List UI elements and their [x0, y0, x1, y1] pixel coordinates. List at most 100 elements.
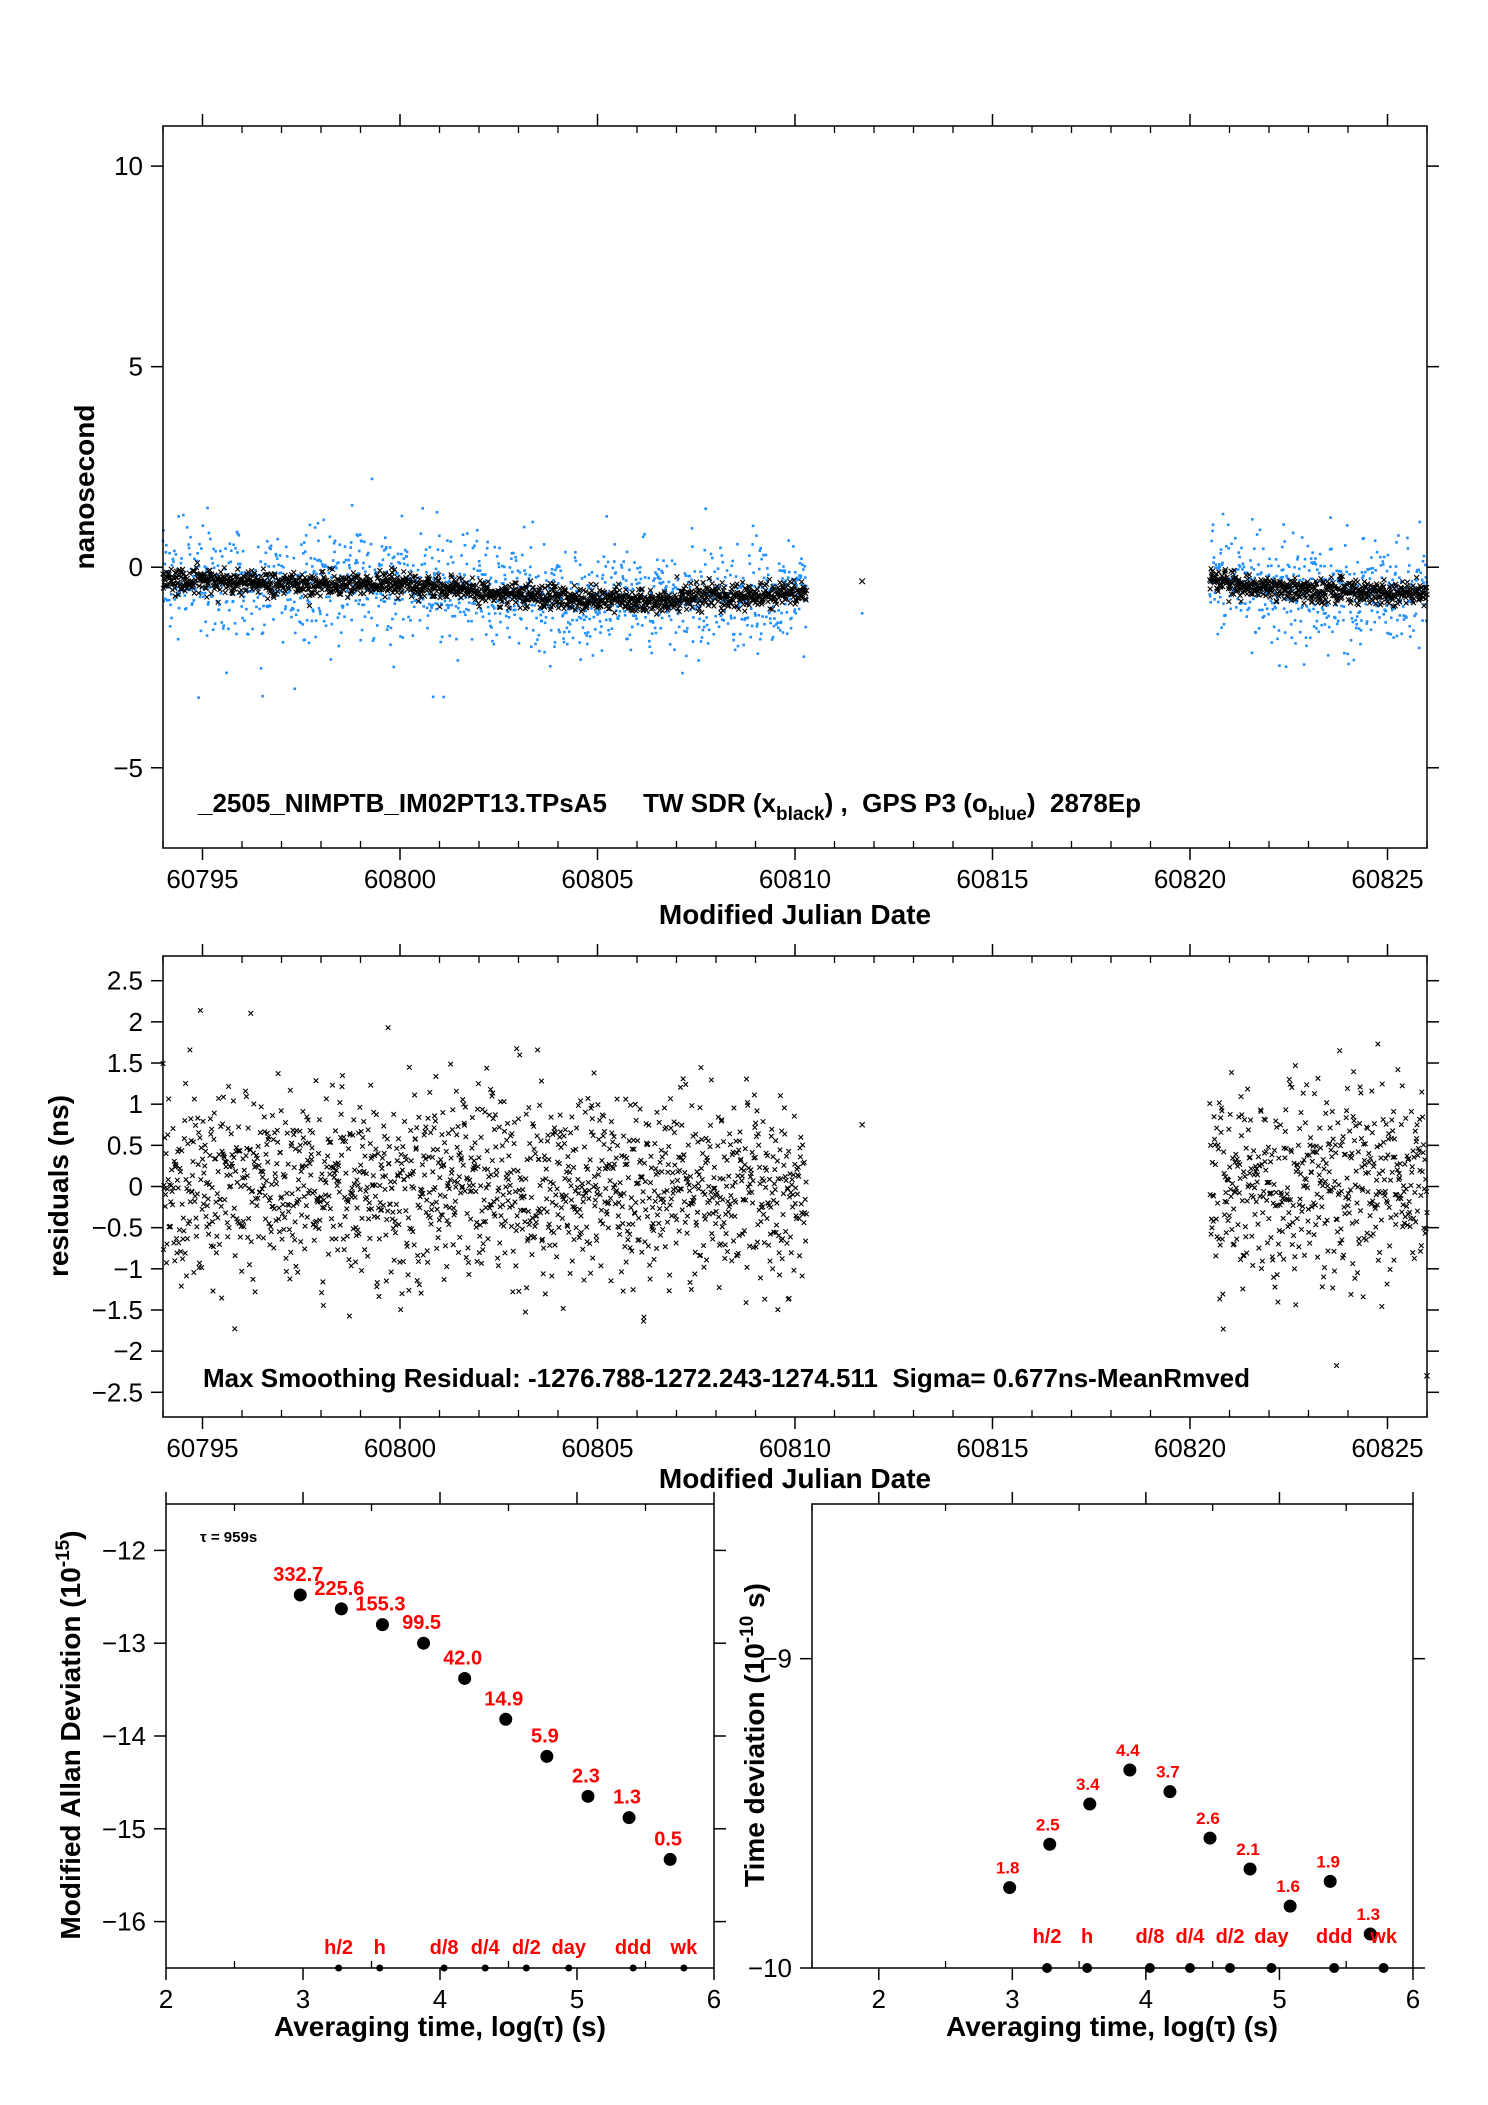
gps-p3-point — [1305, 644, 1308, 648]
gps-p3-point — [426, 614, 430, 617]
residual-point — [422, 1156, 429, 1162]
gps-p3-point — [509, 606, 513, 609]
tw-sdr-point — [1332, 601, 1339, 607]
residual-point — [460, 1162, 466, 1168]
tw-sdr-point — [694, 584, 700, 590]
gps-p3-point — [430, 556, 434, 560]
residual-point — [397, 1306, 404, 1313]
residual-point — [437, 1157, 444, 1163]
gps-p3-point — [740, 582, 744, 585]
gps-p3-point — [1353, 572, 1356, 576]
tw-sdr-point — [204, 580, 211, 586]
residual-point — [461, 1122, 468, 1128]
tw-sdr-point — [1381, 576, 1387, 583]
residual-point — [600, 1113, 607, 1119]
gps-p3-point — [236, 532, 240, 536]
residual-point — [285, 1208, 292, 1215]
residual-point — [273, 1181, 280, 1187]
gps-p3-point — [475, 528, 479, 532]
tw-sdr-point — [677, 602, 683, 609]
gps-p3-point — [1258, 608, 1261, 612]
gps-p3-point — [1405, 616, 1408, 619]
residual-point — [568, 1183, 574, 1189]
gps-p3-point — [626, 637, 629, 641]
gps-p3-point — [1303, 565, 1306, 568]
gps-p3-point — [1238, 565, 1242, 568]
gps-p3-point — [1336, 619, 1340, 623]
residual-point — [634, 1180, 640, 1187]
residual-point — [387, 1201, 393, 1208]
tw-sdr-point — [582, 588, 589, 595]
gps-p3-point — [384, 546, 388, 549]
gps-p3-point — [793, 608, 797, 611]
tw-sdr-point — [1354, 579, 1361, 585]
gps-p3-point — [757, 567, 761, 571]
gps-p3-point — [1345, 570, 1349, 574]
residual-point — [411, 1092, 418, 1098]
residual-point — [416, 1114, 422, 1121]
gps-p3-point — [251, 590, 255, 593]
residual-point — [320, 1302, 327, 1309]
tw-sdr-point — [389, 570, 396, 576]
x-tick-label: 60795 — [166, 864, 238, 894]
gps-p3-point — [1227, 547, 1231, 550]
gps-p3-point — [454, 604, 458, 608]
gps-p3-point — [488, 619, 491, 623]
residual-point — [523, 1111, 529, 1117]
residual-point — [610, 1139, 616, 1145]
tw-sdr-point — [735, 606, 742, 612]
residual-point — [564, 1222, 570, 1228]
residual-point — [400, 1143, 406, 1150]
residual-point — [540, 1177, 546, 1183]
residual-point — [254, 1155, 260, 1161]
gps-p3-point — [681, 671, 684, 675]
gps-p3-point — [381, 558, 385, 562]
residual-point — [243, 1093, 250, 1100]
residual-point — [316, 1225, 322, 1232]
gps-p3-point — [493, 545, 497, 549]
gps-p3-point — [595, 574, 599, 578]
gps-p3-point — [373, 568, 377, 572]
gps-p3-point — [1319, 564, 1322, 568]
gps-p3-point — [318, 609, 322, 613]
gps-p3-point — [1236, 597, 1240, 601]
tw-sdr-point — [391, 566, 398, 573]
gps-p3-point — [256, 596, 260, 599]
gps-p3-point — [375, 624, 379, 627]
tw-sdr-point — [193, 564, 200, 571]
gps-p3-point — [671, 587, 675, 591]
tw-sdr-point — [468, 583, 474, 590]
gps-p3-point — [510, 557, 513, 561]
gps-p3-point — [542, 543, 546, 546]
gps-p3-point — [256, 545, 260, 549]
residual-point — [287, 1276, 293, 1282]
gps-p3-point — [585, 642, 589, 646]
gps-p3-point — [1273, 591, 1277, 594]
gps-p3-point — [1317, 630, 1321, 634]
residual-point — [334, 1182, 340, 1189]
tw-sdr-point — [616, 587, 623, 594]
gps-p3-point — [609, 604, 613, 608]
residual-point — [582, 1109, 589, 1115]
gps-p3-point — [447, 604, 451, 607]
tw-sdr-point — [179, 566, 186, 573]
gps-p3-point — [580, 577, 584, 580]
gps-p3-point — [559, 569, 562, 573]
tw-sdr-point — [700, 579, 706, 586]
residual-point — [366, 1200, 373, 1206]
gps-p3-point — [729, 573, 732, 577]
gps-p3-point — [1394, 571, 1397, 575]
tw-sdr-point — [593, 582, 599, 588]
residual-point — [201, 1193, 207, 1199]
residual-point — [496, 1124, 502, 1130]
tw-sdr-point — [313, 577, 319, 583]
gps-p3-point — [330, 622, 334, 626]
gps-p3-point — [629, 648, 633, 652]
gps-p3-point — [241, 549, 245, 553]
gps-p3-point — [1362, 536, 1366, 540]
tw-sdr-point — [682, 583, 689, 589]
gps-p3-point — [1404, 587, 1408, 590]
gps-p3-point — [503, 577, 507, 581]
residual-point — [213, 1250, 220, 1256]
residual-point — [191, 1096, 197, 1102]
